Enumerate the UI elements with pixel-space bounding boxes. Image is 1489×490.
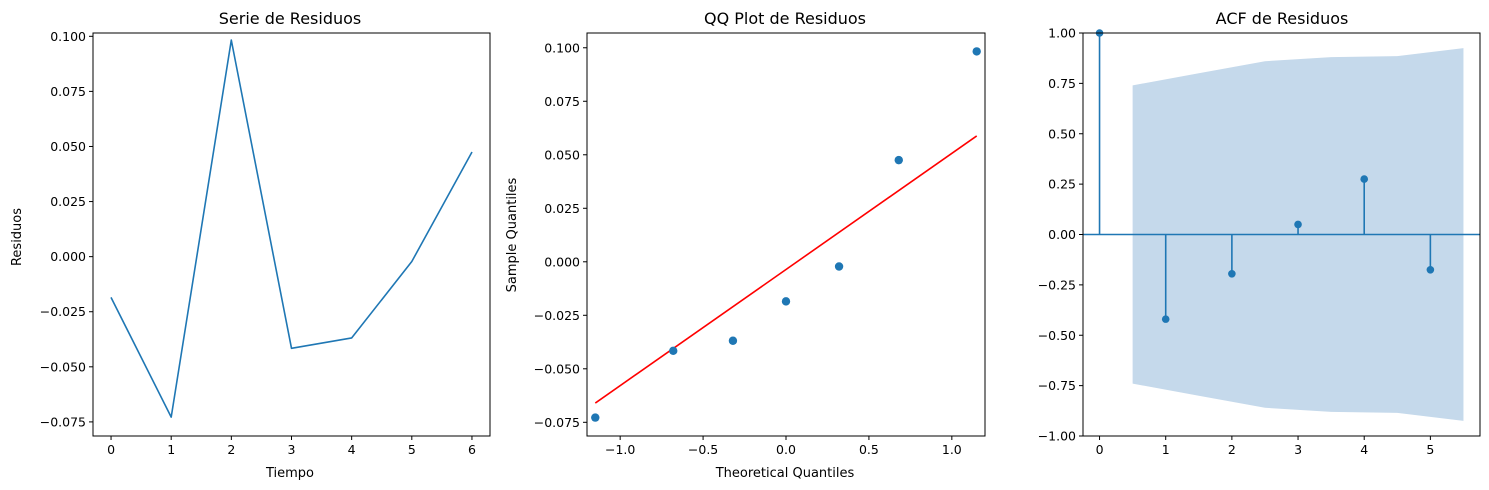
- y-tick-label: 0.075: [544, 94, 580, 109]
- x-tick-label: 0.0: [776, 442, 796, 457]
- x-tick-label: 1: [1162, 442, 1170, 457]
- y-tick-label: 0.050: [544, 147, 580, 162]
- y-tick-label: 0.050: [50, 139, 86, 154]
- x-tick-label: 1: [167, 442, 175, 457]
- x-tick-label: 6: [468, 442, 476, 457]
- y-tick-label: 0.100: [50, 29, 86, 44]
- axis-ticks: 0 1 2 3 4 5 −1.00 −0.75 −0.50 −0.25 0.00 0.25 0.50 0.…: [1038, 26, 1435, 458]
- y-tick-label: −0.25: [1038, 277, 1076, 292]
- x-tick-label: 0.5: [859, 442, 879, 457]
- plot-area: [1083, 29, 1480, 421]
- y-tick-label: 0.50: [1048, 126, 1076, 141]
- x-tick-label: −0.5: [688, 442, 718, 457]
- y-tick-label: −0.075: [40, 414, 86, 429]
- y-tick-label: 0.25: [1048, 177, 1076, 192]
- chart-title: QQ Plot de Residuos: [704, 9, 866, 28]
- x-tick-label: 4: [1360, 442, 1368, 457]
- x-tick-label: 0: [107, 442, 115, 457]
- reference-line: [594, 135, 978, 404]
- data-point: [591, 413, 600, 422]
- residual-series-chart: Serie de Residuos Tiempo Residuos 0 1 2 3 4 5…: [10, 9, 491, 481]
- x-tick-label: 1.0: [942, 442, 962, 457]
- x-tick-label: 0: [1096, 442, 1104, 457]
- y-tick-label: −0.050: [40, 359, 86, 374]
- y-tick-label: 0.00: [1048, 227, 1076, 242]
- y-tick-label: 0.75: [1048, 76, 1076, 91]
- axes-frame: [1082, 32, 1481, 437]
- x-tick-label: 2: [227, 442, 235, 457]
- x-tick-label: 3: [1294, 442, 1302, 457]
- acf-point: [1294, 220, 1302, 229]
- x-tick-label: 5: [1426, 442, 1434, 457]
- data-point: [781, 297, 791, 306]
- y-tick-label: −0.75: [1038, 378, 1076, 393]
- y-tick-label: −0.025: [534, 308, 580, 323]
- y-axis-label: Residuos: [10, 208, 25, 266]
- data-point: [728, 336, 738, 345]
- plot-area: [110, 39, 473, 418]
- x-tick-label: 3: [288, 442, 296, 457]
- y-tick-label: −1.00: [1038, 429, 1076, 444]
- x-tick-label: 5: [408, 442, 416, 457]
- data-point: [972, 47, 981, 56]
- data-point: [834, 262, 844, 271]
- y-tick-label: 0.025: [544, 201, 580, 216]
- y-tick-label: 0.075: [50, 84, 86, 99]
- x-tick-label: 4: [348, 442, 356, 457]
- y-tick-label: −0.050: [534, 361, 580, 376]
- acf-point: [1426, 265, 1435, 274]
- data-point: [894, 155, 903, 165]
- y-tick-label: −0.50: [1038, 328, 1076, 343]
- y-tick-label: 0.025: [50, 194, 86, 209]
- chart-title: ACF de Residuos: [1216, 9, 1349, 28]
- x-axis-label: Tiempo: [265, 466, 314, 481]
- acf-point: [1360, 175, 1369, 183]
- y-tick-label: 1.00: [1048, 26, 1076, 41]
- y-tick-label: 0.000: [50, 249, 86, 264]
- y-tick-label: −0.025: [40, 304, 86, 319]
- data-point: [669, 346, 678, 356]
- axis-ticks: −1.0 −0.5 0.0 0.5 1.0 −0.075 −0.050 −0.025 0.000…: [534, 40, 962, 457]
- x-tick-label: −1.0: [605, 442, 635, 457]
- y-tick-label: 0.100: [544, 40, 580, 55]
- axes-frame: [92, 32, 491, 437]
- x-tick-label: 2: [1228, 442, 1236, 457]
- acf-point: [1161, 315, 1170, 323]
- acf-chart: ACF de Residuos 0 1 2 3 4 5 −1.00 −0.75 −0.50 −0.…: [1038, 9, 1481, 458]
- acf-point: [1228, 269, 1236, 278]
- series-line: [110, 39, 473, 418]
- y-tick-label: 0.000: [544, 254, 580, 269]
- plot-area: [591, 47, 981, 422]
- axis-ticks: 0 1 2 3 4 5 6 −0.075 −0.050 −0.025 0.000 0.025 0.050…: [40, 29, 476, 457]
- qq-plot-chart: QQ Plot de Residuos Theoretical Quantile…: [505, 9, 986, 481]
- x-axis-label: Theoretical Quantiles: [715, 466, 855, 481]
- y-tick-label: −0.075: [534, 415, 580, 430]
- y-axis-label: Sample Quantiles: [505, 177, 520, 292]
- chart-title: Serie de Residuos: [219, 9, 361, 28]
- axes-frame: [586, 32, 986, 437]
